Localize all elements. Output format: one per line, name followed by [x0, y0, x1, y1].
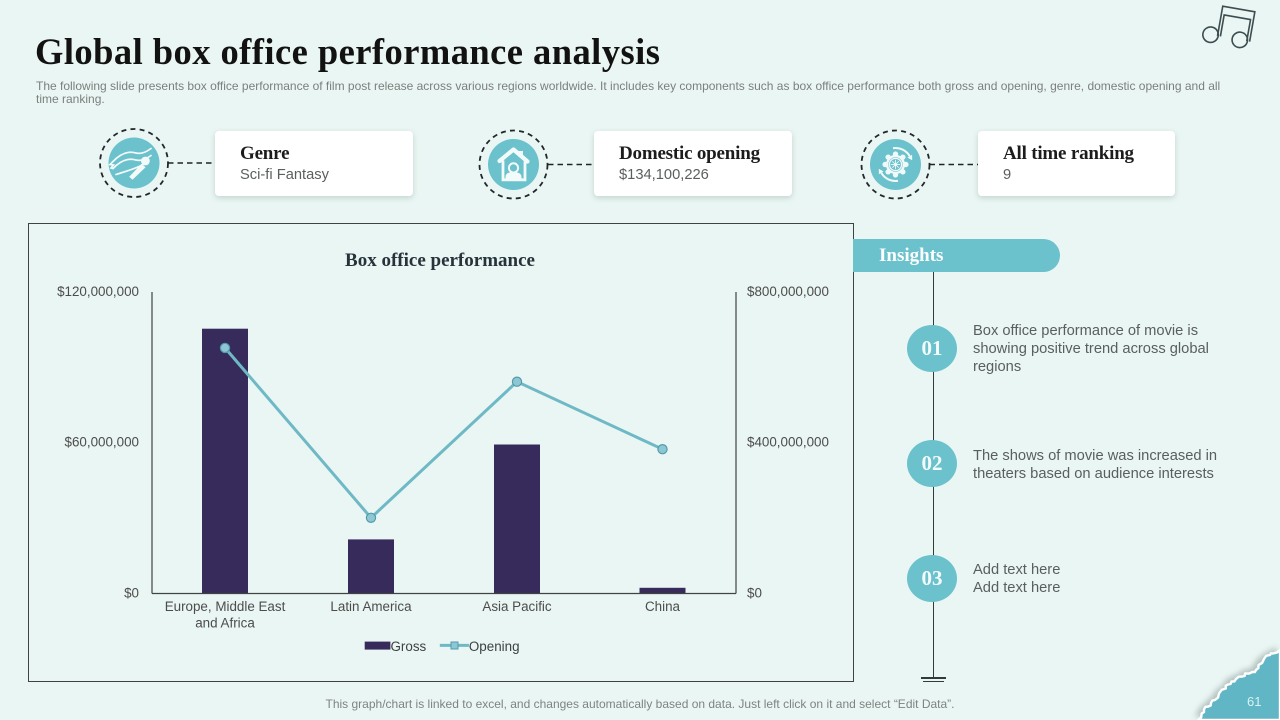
svg-text:$800,000,000: $800,000,000 [747, 284, 829, 299]
svg-text:$0: $0 [124, 586, 139, 601]
svg-text:and Africa: and Africa [195, 616, 255, 631]
svg-text:$60,000,000: $60,000,000 [65, 435, 139, 450]
svg-text:61: 61 [1247, 694, 1261, 709]
svg-text:Europe, Middle East: Europe, Middle East [165, 599, 286, 614]
svg-text:$120,000,000: $120,000,000 [57, 284, 139, 299]
svg-text:Asia Pacific: Asia Pacific [482, 599, 552, 614]
svg-text:$400,000,000: $400,000,000 [747, 435, 829, 450]
svg-text:Latin America: Latin America [330, 599, 412, 614]
svg-text:Gross: Gross [391, 639, 427, 654]
svg-text:Opening: Opening [469, 639, 520, 654]
svg-text:$0: $0 [747, 586, 762, 601]
svg-text:China: China [645, 599, 681, 614]
